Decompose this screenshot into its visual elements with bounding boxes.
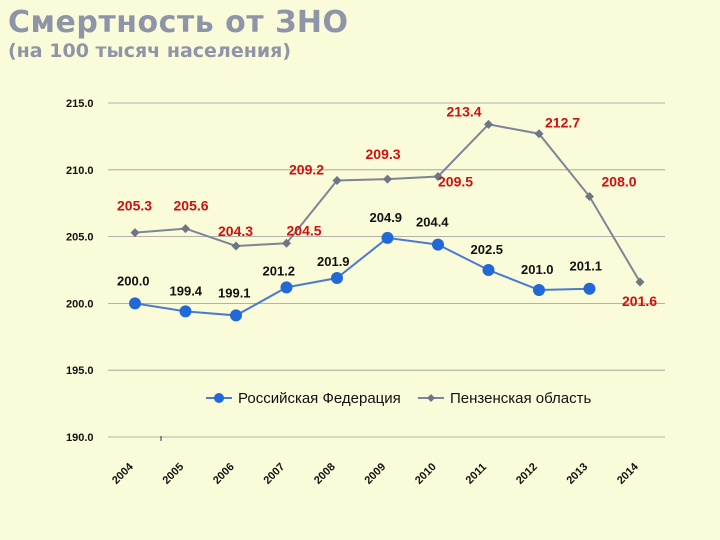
point-rf (432, 238, 444, 251)
data-label-penza: 205.6 (174, 198, 209, 214)
data-labels: 205.3 205.6 204.3 204.5 209.2 209.3 209.5 213.4… (117, 103, 657, 309)
point-rf (230, 309, 242, 322)
data-label-penza: 209.2 (289, 161, 324, 177)
x-axis-ticks: 2004 2005 2006 2007 2008 2009 2010 2011 2012 2013… (110, 460, 641, 486)
data-label-rf: 201.1 (570, 259, 603, 274)
x-tick-label: 2010 (413, 461, 439, 487)
legend-label-penza: Пензенская область (450, 390, 591, 407)
x-tick-label: 2007 (261, 461, 287, 487)
data-label-penza: 205.3 (117, 198, 152, 214)
y-tick-label: 195.0 (66, 365, 94, 377)
point-rf (533, 284, 545, 297)
y-tick-label: 190.0 (66, 432, 94, 444)
point-penza (383, 174, 392, 184)
point-rf (129, 297, 141, 310)
point-penza (433, 171, 443, 181)
data-label-rf: 199.4 (170, 283, 203, 298)
point-rf (482, 264, 495, 276)
series-line-rf (134, 236, 590, 317)
legend-swatch-marker-penza (427, 394, 435, 402)
gridlines (108, 102, 665, 441)
point-penza (332, 175, 342, 185)
y-tick-label: 205.0 (66, 232, 94, 244)
y-tick-label: 215.0 (66, 98, 94, 110)
data-label-penza: 212.7 (545, 115, 580, 131)
point-penza (534, 129, 544, 139)
title-block: Смертность от ЗНО (на 100 тысяч населени… (8, 5, 349, 63)
chart-subtitle: (на 100 тысяч населения) (8, 40, 292, 62)
point-penza (585, 192, 594, 202)
data-label-penza: 204.3 (218, 223, 253, 239)
x-tick-label: 2005 (160, 461, 186, 487)
point-rf (179, 305, 192, 318)
point-penza (484, 119, 493, 129)
x-tick-label: 2014 (615, 460, 641, 486)
point-rf (331, 272, 343, 285)
data-label-rf: 204.9 (370, 210, 403, 225)
point-rf (280, 281, 293, 294)
data-label-penza: 209.5 (438, 173, 473, 189)
data-label-penza: 204.5 (287, 222, 322, 238)
x-tick-label: 2012 (514, 461, 540, 487)
data-label-rf: 204.4 (416, 215, 449, 230)
x-tick-label: 2013 (564, 461, 590, 487)
y-tick-label: 210.0 (66, 165, 94, 177)
x-tick-label: 2008 (312, 461, 338, 487)
data-label-penza: 208.0 (602, 174, 637, 190)
data-label-penza: 213.4 (447, 103, 482, 119)
point-penza (282, 238, 291, 248)
data-label-rf: 201.9 (317, 254, 350, 269)
y-tick-label: 200.0 (66, 298, 94, 310)
point-penza (130, 228, 140, 238)
legend-swatch-marker-rf (214, 393, 224, 403)
chart-title: Смертность от ЗНО (8, 5, 349, 40)
point-penza (635, 277, 645, 287)
point-rf (583, 282, 596, 295)
data-label-penza: 201.6 (622, 293, 657, 309)
data-label-rf: 199.1 (218, 285, 251, 300)
point-rf (381, 231, 394, 244)
data-label-rf: 200.0 (117, 273, 150, 288)
y-axis-ticks: 190.0 195.0 200.0 205.0 210.0 215.0 (66, 98, 94, 444)
data-label-penza: 209.3 (366, 146, 401, 162)
legend-label-rf: Российская Федерация (238, 390, 401, 407)
x-tick-label: 2011 (464, 461, 489, 486)
point-penza (231, 241, 241, 251)
x-tick-label: 2004 (110, 460, 136, 486)
legend: Российская Федерация Пензенская область (206, 390, 591, 407)
data-label-rf: 201.0 (521, 262, 554, 277)
series-group (129, 119, 645, 322)
data-label-rf: 201.2 (263, 263, 296, 278)
x-tick-label: 2006 (211, 461, 237, 487)
data-label-rf: 202.5 (471, 242, 504, 257)
point-penza (181, 224, 190, 234)
x-tick-label: 2009 (362, 461, 388, 487)
